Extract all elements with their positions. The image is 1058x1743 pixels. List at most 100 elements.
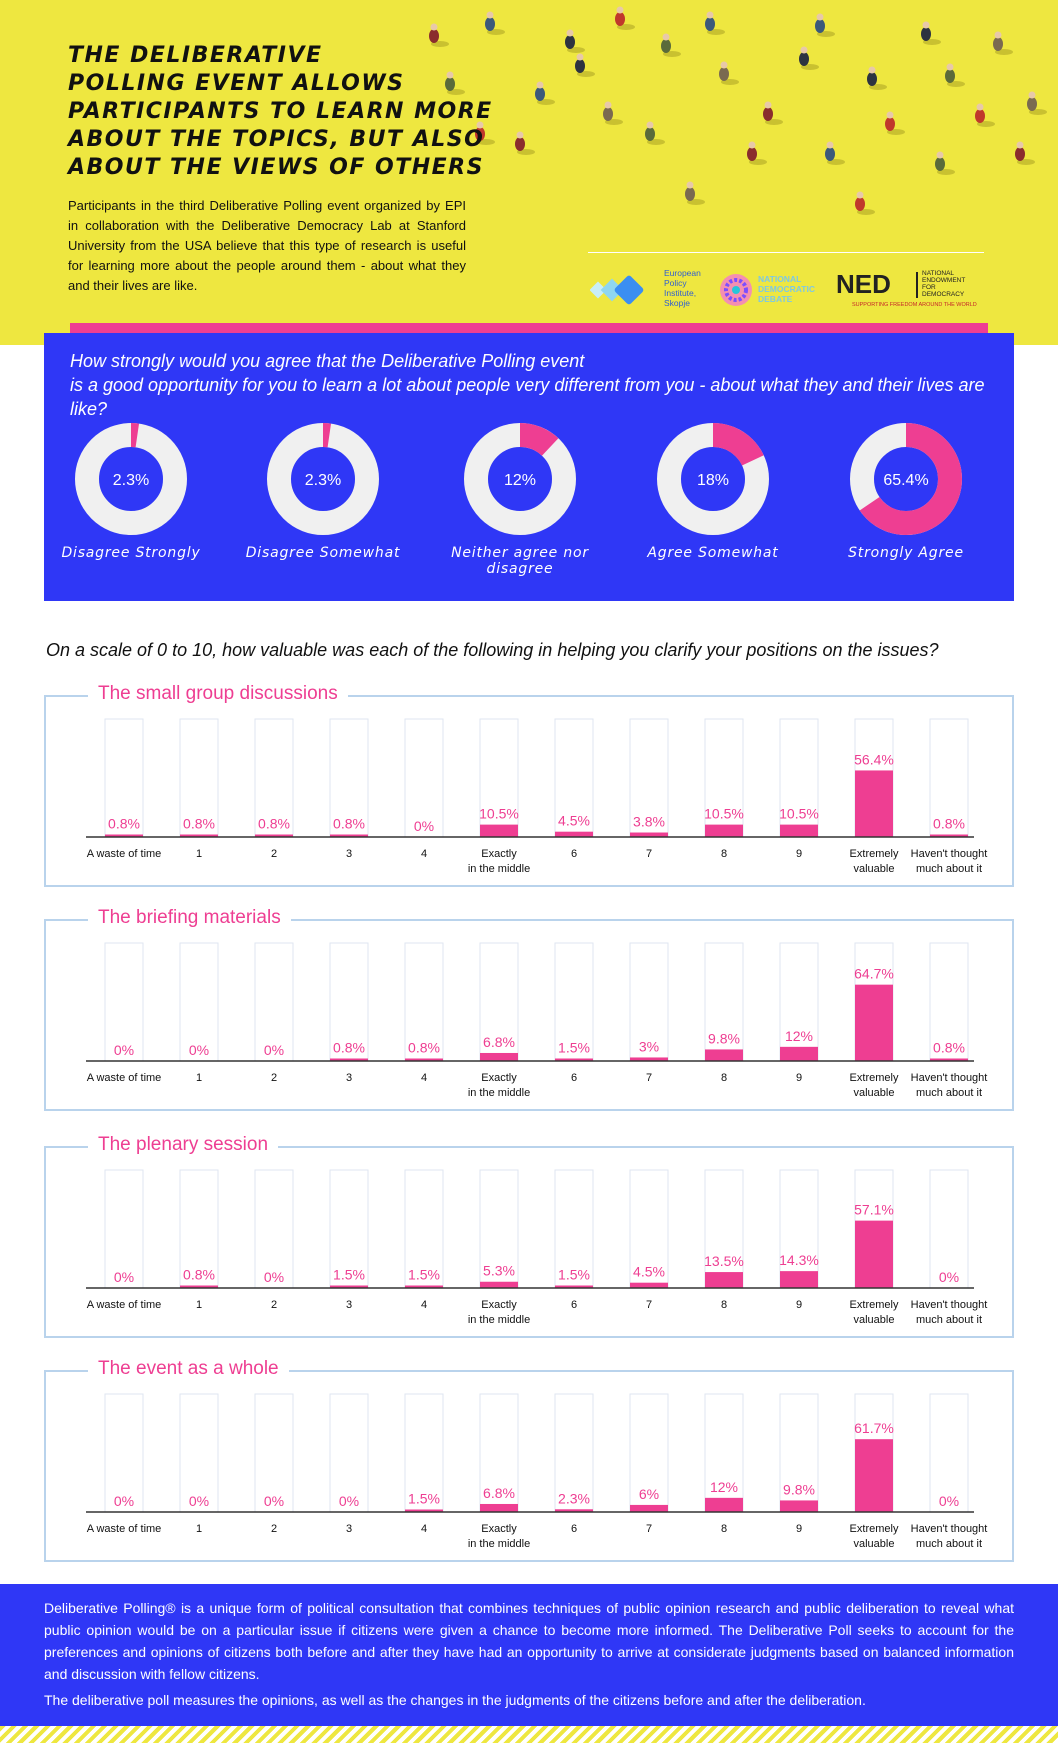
tick-label: Extremely valuable [850,1299,899,1326]
tick-label: 8 [721,848,727,860]
person-figure [921,21,941,45]
bar [555,831,593,837]
title-line: ABOUT THE TOPICS, BUT ALSO [68,127,485,152]
person-figure [799,46,819,70]
data-label: 0% [264,1269,284,1285]
person-figure [705,11,725,35]
tick-label: 4 [421,1523,427,1535]
donut-value-label: 18% [697,472,729,489]
footer-paragraph: The deliberative poll measures the opini… [44,1692,866,1708]
data-label: 14.3% [779,1252,819,1268]
person-figure [685,181,705,205]
data-label: 13.5% [704,1253,744,1269]
tick-label: Extremely valuable [850,1523,899,1550]
bar-track [329,1169,369,1289]
data-label: 0.8% [408,1040,440,1056]
person-figure [485,11,505,35]
data-label: 0.8% [933,816,965,832]
donut-category-label: Neither agree nor disagree [451,545,589,577]
donut-chart: 12% [464,423,576,535]
tick-label: 6 [571,1072,577,1084]
title-line: THE DELIBERATIVE [68,43,323,68]
donut-chart: 2.3% [75,423,187,535]
data-label: 0% [114,1493,134,1509]
bar-track [929,942,969,1062]
tick-label: A waste of time [87,1072,162,1084]
accent-bar [70,323,988,333]
panel-frame [44,919,1014,1111]
tick-label: Haven't thought much about it [911,1072,988,1099]
tick-label: 8 [721,1072,727,1084]
question1-title: How strongly would you agree that the De… [70,351,985,419]
tick-label: Exactly in the middle [468,1072,530,1099]
nd-logo-text: NATIONAL DEMOCRATIC DEBATE [758,274,815,304]
person-figure [763,101,783,125]
bar-track [479,942,519,1062]
tick-label: Exactly in the middle [468,1523,530,1550]
data-label: 6.8% [483,1034,515,1050]
chart-panel-plenary: 0% A waste of time 0.8% 1 0% 2 1.5% 3 1.5% 4 5.3% E… [44,1134,1014,1338]
person-figure [429,23,449,47]
page-title: THE DELIBERATIVE POLLING EVENT ALLOWS PA… [68,42,491,182]
bar-track [104,1393,144,1513]
tick-label: 4 [421,1072,427,1084]
tick-label: 1 [196,1072,202,1084]
bar [780,1500,818,1512]
footer-paragraph: Deliberative Polling® is a unique form o… [44,1600,1014,1682]
bar-track [929,1393,969,1513]
chart-panel-event-whole: 0% A waste of time 0% 1 0% 2 0% 3 1.5% 4 6.8% Exact… [44,1358,1014,1562]
bar [630,1057,668,1061]
donut-value-arc [75,423,187,535]
bar [855,1439,893,1512]
bar-track [554,1169,594,1289]
donut-svg: 2.3% [75,423,187,535]
donut-value-label: 2.3% [113,472,149,489]
nd-globe-icon [720,274,752,306]
data-label: 0.8% [933,1040,965,1056]
donut-svg: 65.4% [850,423,962,535]
data-label: 0.8% [183,816,215,832]
footer-panel: Deliberative Polling® is a unique form o… [0,1584,1058,1726]
person-figure [1027,91,1047,115]
tick-label: A waste of time [87,848,162,860]
data-label: 1.5% [558,1040,590,1056]
person-figure [661,33,681,57]
donut-value-label: 2.3% [305,472,341,489]
panel-frame [44,1370,1014,1562]
tick-label: Haven't thought much about it [911,1523,988,1550]
logo-divider [588,252,984,253]
bar-track [554,1393,594,1513]
tick-label: Exactly in the middle [468,848,530,875]
bar [480,1503,518,1512]
tick-label: 6 [571,848,577,860]
question2-title: On a scale of 0 to 10, how valuable was … [46,640,939,660]
bar-track [704,942,744,1062]
crowd-photo [429,6,1047,215]
bar [330,1285,368,1288]
bar-track [629,718,669,838]
bar [930,834,968,837]
bar [780,1271,818,1288]
tick-label: 7 [646,1523,652,1535]
bar-chart: 0% A waste of time 0.8% 1 0% 2 1.5% 3 1.5% 4 5.3% E… [86,1169,987,1326]
person-figure [565,29,585,53]
person-figure [815,13,835,37]
person-figure [747,141,767,165]
data-label: 0% [264,1042,284,1058]
bar-track [479,1393,519,1513]
bar-track [254,1169,294,1289]
tick-label: 8 [721,1299,727,1311]
bar-track [704,1169,744,1289]
panel-frame [44,1146,1014,1338]
epi-logo-text: European Policy Institute, Skopje [664,268,701,308]
tick-label: Extremely valuable [850,1072,899,1099]
data-label: 5.3% [483,1263,515,1279]
person-figure [615,6,635,30]
tick-label: 9 [796,848,802,860]
chart-title: The plenary session [88,1134,279,1156]
data-label: 0% [939,1269,959,1285]
person-figure [445,71,465,95]
donut-value-arc [850,423,962,535]
bar [630,832,668,837]
bar [105,834,143,837]
